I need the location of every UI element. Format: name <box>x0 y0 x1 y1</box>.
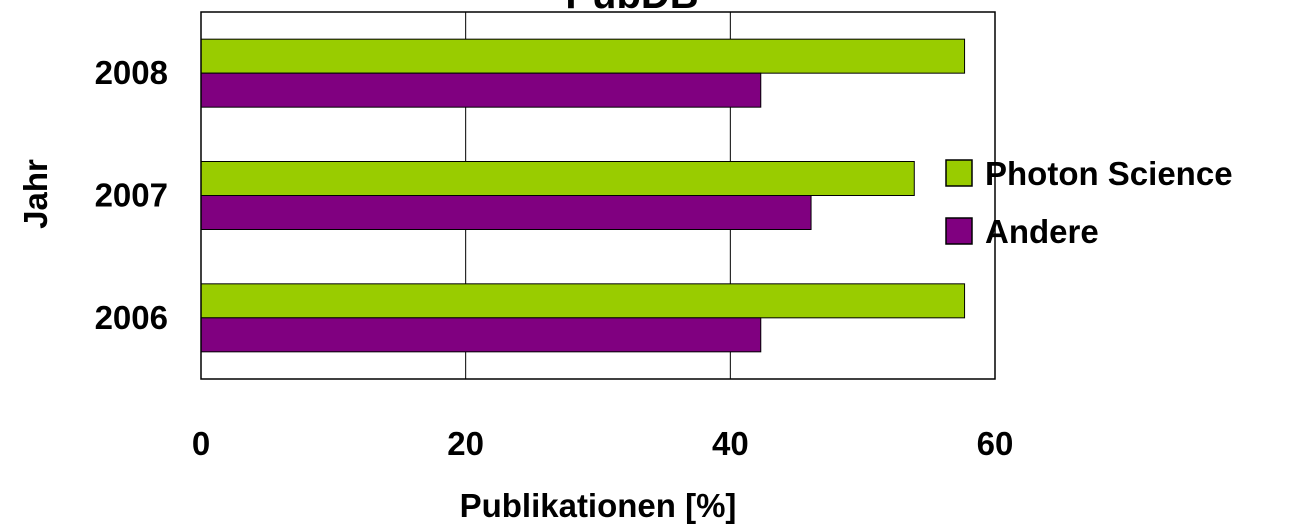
bar-andere-2007 <box>200 195 812 230</box>
bars <box>200 38 966 353</box>
legend: Photon Science Andere <box>945 155 1233 250</box>
x-tick-label: 20 <box>447 425 484 462</box>
legend-item: Andere <box>945 213 1099 250</box>
x-tick-labels: 0 20 40 60 <box>192 425 1014 462</box>
legend-label: Andere <box>985 213 1099 250</box>
x-tick-label: 0 <box>192 425 210 462</box>
y-tick-labels: 2008 2007 2006 <box>95 54 168 336</box>
chart-title: PubDB <box>565 0 698 17</box>
x-axis-title: Publikationen [%] <box>460 487 737 524</box>
plot-area-frame <box>200 11 996 380</box>
legend-swatch <box>945 217 973 245</box>
y-axis-title: Jahr <box>17 159 54 229</box>
bar-photon-science-2006 <box>200 283 966 319</box>
x-tick-label: 40 <box>712 425 749 462</box>
y-tick-label: 2008 <box>95 54 168 91</box>
y-tick-label: 2007 <box>95 177 168 214</box>
bar-photon-science-2007 <box>200 161 915 196</box>
bar-andere-2008 <box>200 72 762 108</box>
y-tick-label: 2006 <box>95 299 168 336</box>
legend-label: Photon Science <box>985 155 1233 192</box>
legend-swatch <box>945 159 973 187</box>
x-tick-label: 60 <box>977 425 1014 462</box>
bar-andere-2006 <box>200 317 762 353</box>
bar-photon-science-2008 <box>200 38 966 74</box>
legend-item: Photon Science <box>945 155 1233 192</box>
